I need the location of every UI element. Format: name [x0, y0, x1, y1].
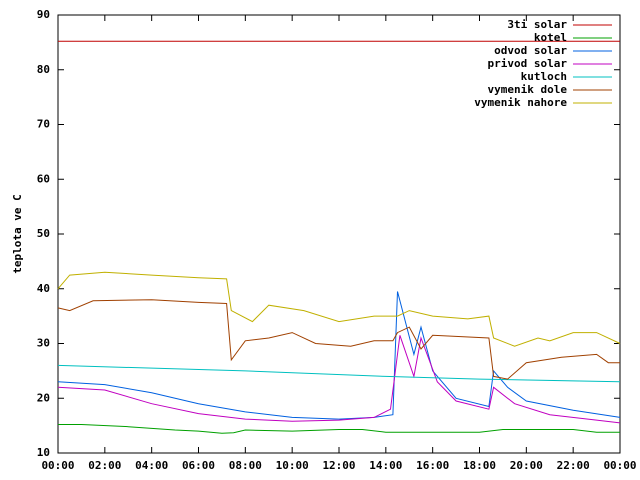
x-tick-label: 10:00 [276, 459, 309, 472]
y-tick-label: 80 [37, 63, 50, 76]
x-tick-label: 08:00 [229, 459, 262, 472]
legend-label: kutloch [521, 70, 567, 83]
x-tick-label: 00:00 [603, 459, 636, 472]
x-tick-label: 00:00 [41, 459, 74, 472]
x-tick-label: 06:00 [182, 459, 215, 472]
y-tick-label: 40 [37, 282, 50, 295]
series-line [58, 424, 620, 434]
x-tick-label: 02:00 [88, 459, 121, 472]
y-axis-label: teplota ve C [11, 194, 24, 273]
x-tick-label: 20:00 [510, 459, 543, 472]
series-line [57, 291, 621, 420]
y-tick-label: 70 [37, 118, 50, 131]
y-tick-label: 20 [37, 391, 50, 404]
series-line [57, 364, 621, 383]
legend-label: privod solar [488, 57, 568, 70]
x-tick-label: 16:00 [416, 459, 449, 472]
series-line [57, 299, 620, 380]
legend-label: vymenik dole [488, 83, 568, 96]
legend-label: 3ti solar [507, 18, 567, 31]
legend-label: odvod solar [494, 44, 567, 57]
y-tick-label: 90 [37, 8, 50, 21]
legend-label: vymenik nahore [474, 96, 567, 109]
y-tick-label: 30 [37, 337, 50, 350]
x-tick-label: 04:00 [135, 459, 168, 472]
series-line [57, 335, 621, 424]
y-tick-label: 60 [37, 172, 50, 185]
series-line [57, 271, 621, 347]
x-tick-label: 18:00 [463, 459, 496, 472]
y-tick-label: 10 [37, 446, 50, 459]
y-tick-label: 50 [37, 227, 50, 240]
x-tick-label: 12:00 [322, 459, 355, 472]
x-tick-label: 14:00 [369, 459, 402, 472]
legend-label: kotel [534, 31, 567, 44]
x-tick-label: 22:00 [557, 459, 590, 472]
